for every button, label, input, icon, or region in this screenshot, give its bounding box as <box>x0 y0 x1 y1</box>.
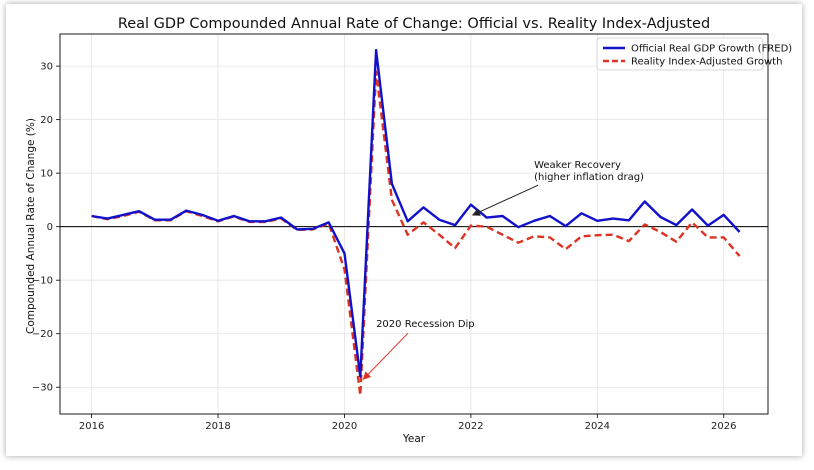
y-tick-label: −10 <box>32 276 53 287</box>
x-tick-label: 2022 <box>458 421 483 432</box>
tick-labels: 2016 2018 2020 2022 2024 2026 −30 −20 −10 0 10 20 30 <box>32 62 737 432</box>
recovery-annotation-line: Weaker Recovery <box>534 160 621 171</box>
series-layer <box>91 48 741 397</box>
grid <box>60 34 768 414</box>
recession-annotation: 2020 Recession Dip <box>376 319 475 330</box>
legend-label: Reality Index-Adjusted Growth <box>631 57 782 68</box>
series-reality-line <box>91 70 741 397</box>
chart-title: Real GDP Compounded Annual Rate of Chang… <box>118 16 710 32</box>
annotations: 2020 Recession Dip Weaker Recovery(higher… <box>362 160 644 380</box>
recession-arrow <box>362 332 409 380</box>
x-tick-label: 2024 <box>585 421 610 432</box>
series-official-line <box>91 48 741 378</box>
legend-label: Official Real GDP Growth (FRED) <box>631 44 792 55</box>
legend: Official Real GDP Growth (FRED) Reality I… <box>596 37 792 71</box>
y-tick-label: 30 <box>40 62 53 73</box>
x-tick-label: 2018 <box>205 421 230 432</box>
y-tick-label: 10 <box>40 169 53 180</box>
y-tick-label: −20 <box>32 329 53 340</box>
x-tick-label: 2026 <box>711 421 736 432</box>
x-tick-label: 2020 <box>332 421 357 432</box>
y-tick-label: 20 <box>40 115 53 126</box>
plot-area <box>59 33 769 415</box>
y-tick-label: 0 <box>47 222 53 233</box>
chart-frame <box>6 4 802 456</box>
x-axis-label: Year <box>402 433 426 445</box>
y-tick-label: −30 <box>32 383 53 394</box>
x-tick-label: 2016 <box>79 421 104 432</box>
recovery-arrow <box>471 184 539 216</box>
y-axis-label: Compounded Annual Rate of Change (%) <box>25 118 37 334</box>
legend-box <box>596 37 764 71</box>
recovery-annotation-line: (higher inflation drag) <box>534 172 644 183</box>
